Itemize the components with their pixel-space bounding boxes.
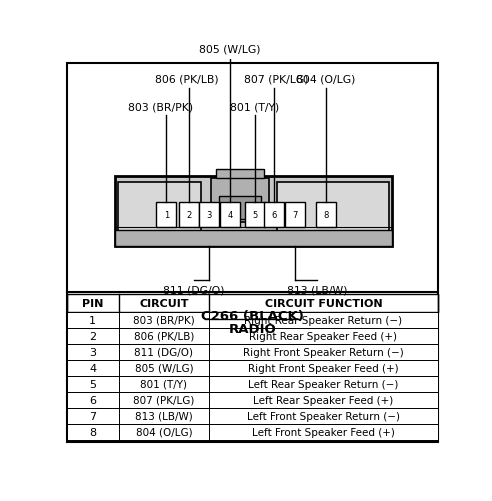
- Text: 6: 6: [89, 395, 96, 405]
- Text: 813 (LB/W): 813 (LB/W): [135, 411, 193, 421]
- Bar: [66, 408, 438, 424]
- Text: 8: 8: [89, 427, 96, 437]
- Text: 805 (W/LG): 805 (W/LG): [135, 363, 193, 373]
- Text: CIRCUIT FUNCTION: CIRCUIT FUNCTION: [265, 298, 382, 308]
- Bar: [66, 312, 438, 328]
- Text: Right Front Speaker Return (−): Right Front Speaker Return (−): [243, 347, 404, 357]
- Bar: [179, 203, 199, 227]
- Bar: [115, 177, 392, 246]
- Text: PIN: PIN: [82, 298, 103, 308]
- Bar: [220, 203, 240, 227]
- Text: Left Front Speaker Return (−): Left Front Speaker Return (−): [247, 411, 400, 421]
- Bar: [118, 183, 201, 232]
- Text: Right Front Speaker Feed (+): Right Front Speaker Feed (+): [248, 363, 399, 373]
- Text: 4: 4: [227, 211, 233, 220]
- Bar: [66, 360, 438, 376]
- Text: 2: 2: [186, 211, 191, 220]
- Text: 5: 5: [89, 379, 96, 389]
- Bar: [316, 203, 336, 227]
- Text: 811 (DG/O): 811 (DG/O): [163, 285, 224, 295]
- Text: 7: 7: [89, 411, 96, 421]
- Text: 801 (T/Y): 801 (T/Y): [230, 102, 279, 112]
- Text: 807 (PK/LG): 807 (PK/LG): [244, 75, 308, 85]
- Bar: [265, 203, 284, 227]
- Text: 1: 1: [164, 211, 169, 220]
- Text: 807 (PK/LG): 807 (PK/LG): [133, 395, 195, 405]
- Text: 4: 4: [89, 363, 96, 373]
- Text: CIRCUIT: CIRCUIT: [139, 298, 189, 308]
- Bar: [285, 203, 305, 227]
- Text: Left Rear Speaker Return (−): Left Rear Speaker Return (−): [248, 379, 399, 389]
- Text: 801 (T/Y): 801 (T/Y): [141, 379, 187, 389]
- Text: 804 (O/LG): 804 (O/LG): [296, 75, 355, 85]
- Text: 811 (DG/O): 811 (DG/O): [134, 347, 193, 357]
- Bar: [212, 178, 269, 223]
- Text: 805 (W/LG): 805 (W/LG): [199, 44, 261, 54]
- Bar: [66, 376, 438, 392]
- Bar: [66, 392, 438, 408]
- Text: Right Rear Speaker Feed (+): Right Rear Speaker Feed (+): [249, 331, 398, 341]
- Text: 804 (O/LG): 804 (O/LG): [136, 427, 192, 437]
- Text: Left Rear Speaker Feed (+): Left Rear Speaker Feed (+): [253, 395, 394, 405]
- Text: 7: 7: [292, 211, 297, 220]
- Text: 806 (PK/LB): 806 (PK/LB): [134, 331, 194, 341]
- Bar: [66, 295, 438, 312]
- Text: 1: 1: [89, 315, 96, 325]
- Bar: [66, 328, 438, 344]
- Text: 813 (LB/W): 813 (LB/W): [286, 285, 347, 295]
- Text: Left Front Speaker Feed (+): Left Front Speaker Feed (+): [252, 427, 395, 437]
- Bar: [66, 424, 438, 440]
- Bar: [199, 203, 219, 227]
- Text: Right Rear Speaker Return (−): Right Rear Speaker Return (−): [245, 315, 402, 325]
- Bar: [156, 203, 177, 227]
- Bar: [219, 196, 261, 219]
- Bar: [277, 183, 389, 232]
- Bar: [115, 231, 392, 246]
- Text: 6: 6: [272, 211, 277, 220]
- Text: 806 (PK/LB): 806 (PK/LB): [155, 75, 219, 85]
- Text: 803 (BR/PK): 803 (BR/PK): [127, 102, 193, 112]
- Bar: [216, 169, 265, 178]
- Bar: [66, 344, 438, 360]
- Text: 8: 8: [323, 211, 329, 220]
- Text: 803 (BR/PK): 803 (BR/PK): [133, 315, 195, 325]
- Text: 3: 3: [207, 211, 212, 220]
- Text: C266 (BLACK): C266 (BLACK): [201, 309, 304, 322]
- Text: RADIO: RADIO: [228, 322, 276, 335]
- Text: 5: 5: [252, 211, 258, 220]
- Bar: [245, 203, 265, 227]
- Text: 2: 2: [89, 331, 96, 341]
- Text: 3: 3: [89, 347, 96, 357]
